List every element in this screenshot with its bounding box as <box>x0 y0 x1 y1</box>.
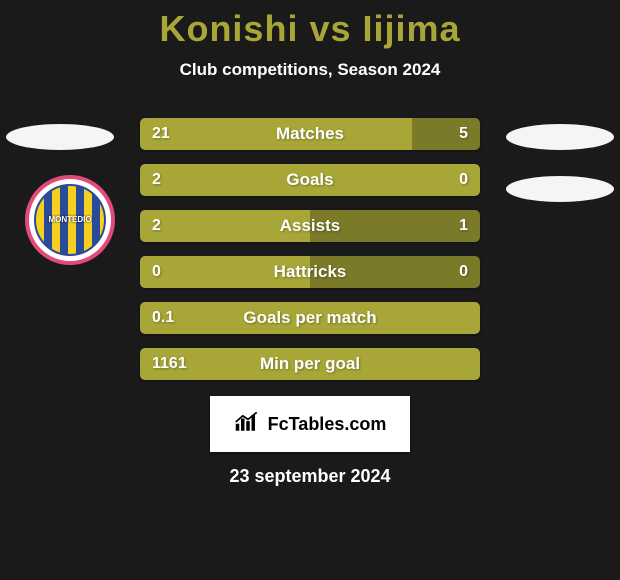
stat-bar-left <box>140 118 412 150</box>
branding-text: FcTables.com <box>268 414 387 435</box>
stat-bar: 215Matches <box>140 118 480 150</box>
player-placeholder-right-1 <box>506 124 614 150</box>
stat-bar-left <box>140 210 310 242</box>
stat-value-left: 0 <box>152 256 161 288</box>
branding-icon <box>234 410 262 439</box>
stat-value-left: 1161 <box>152 348 187 380</box>
stat-bar-left <box>140 164 480 196</box>
stat-value-right: 0 <box>459 256 468 288</box>
player-placeholder-left <box>6 124 114 150</box>
page-subtitle: Club competitions, Season 2024 <box>0 60 620 80</box>
stat-value-left: 2 <box>152 164 161 196</box>
stat-value-right: 5 <box>459 118 468 150</box>
stat-bar-left <box>140 302 480 334</box>
stat-bar: 21Assists <box>140 210 480 242</box>
page-title: Konishi vs Iijima <box>0 0 620 50</box>
stat-value-left: 21 <box>152 118 170 150</box>
stat-bar-left <box>140 348 480 380</box>
comparison-bars: 215Matches20Goals21Assists00Hattricks0.1… <box>140 118 480 380</box>
stat-value-left: 2 <box>152 210 161 242</box>
stat-bar-right <box>310 210 480 242</box>
stat-bar: 1161Min per goal <box>140 348 480 380</box>
team-logo: MONTEDIO <box>25 175 115 265</box>
stat-bar-right <box>412 118 480 150</box>
player-placeholder-right-2 <box>506 176 614 202</box>
stat-bar: 20Goals <box>140 164 480 196</box>
stat-bar: 00Hattricks <box>140 256 480 288</box>
team-logo-text: MONTEDIO <box>48 216 91 224</box>
stat-bar-left <box>140 256 310 288</box>
stat-bar: 0.1Goals per match <box>140 302 480 334</box>
branding-badge[interactable]: FcTables.com <box>210 396 410 452</box>
team-logo-inner: MONTEDIO <box>34 184 106 256</box>
stat-bar-right <box>310 256 480 288</box>
stat-value-right: 1 <box>459 210 468 242</box>
stat-value-left: 0.1 <box>152 302 174 334</box>
page-date: 23 september 2024 <box>0 466 620 487</box>
stat-value-right: 0 <box>459 164 468 196</box>
